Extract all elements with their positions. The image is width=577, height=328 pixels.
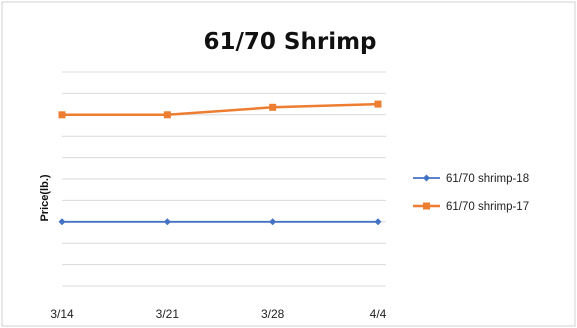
data-point	[374, 218, 382, 226]
legend-marker	[423, 202, 430, 210]
series-group	[58, 100, 382, 226]
data-point	[269, 218, 277, 226]
data-point	[163, 111, 171, 119]
legend: 61/70 shrimp-18 61/70 shrimp-17	[413, 173, 529, 213]
data-point	[163, 218, 171, 226]
series-line	[62, 102, 379, 117]
x-axis-ticks: 3/14 3/21 3/28 4/4	[50, 307, 386, 321]
x-tick-label: 3/28	[261, 307, 285, 321]
x-tick-label: 4/4	[370, 307, 387, 321]
legend-label: 61/70 shrimp-17	[446, 201, 529, 213]
x-tick-label: 3/14	[50, 307, 74, 321]
legend-label: 61/70 shrimp-18	[446, 173, 529, 185]
data-point	[58, 218, 66, 226]
data-point	[374, 100, 382, 108]
data-point	[269, 103, 277, 111]
chart-title: 61/70 Shrimp	[203, 29, 376, 55]
data-point	[58, 111, 66, 119]
y-axis-label: Price(lb.)	[39, 174, 51, 221]
x-tick-label: 3/21	[156, 307, 180, 321]
legend-marker	[423, 174, 430, 182]
